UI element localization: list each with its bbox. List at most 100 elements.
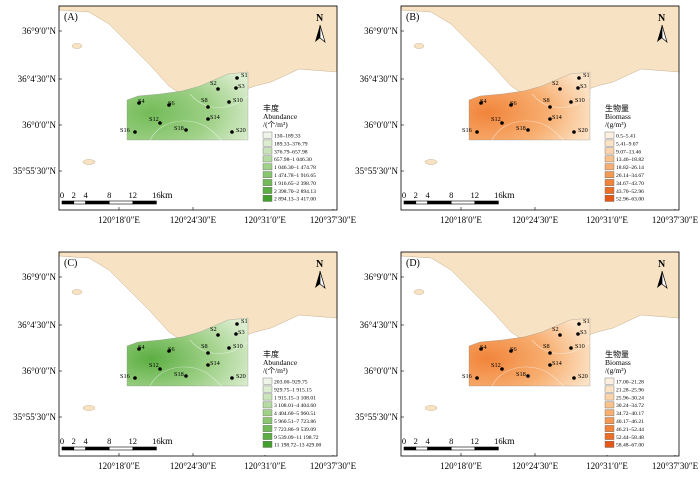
legend-swatch bbox=[604, 433, 615, 440]
scale-segment bbox=[474, 200, 499, 205]
station-label: S10 bbox=[575, 343, 585, 350]
station-marker bbox=[526, 374, 530, 378]
lat-tick-label: 36°9′0″N bbox=[364, 272, 398, 282]
station-label: S20 bbox=[236, 127, 246, 134]
lon-tick-label: 120°37′30″E bbox=[310, 461, 357, 471]
scale-segment bbox=[415, 446, 428, 451]
scale-number: 8 bbox=[449, 436, 453, 446]
station-marker bbox=[158, 121, 162, 125]
island bbox=[424, 159, 438, 165]
station-label: S18 bbox=[174, 371, 184, 378]
lat-tick-label: 35°55′30″N bbox=[355, 412, 398, 422]
lon-tick-label: 120°31′0″E bbox=[586, 461, 628, 471]
station-marker bbox=[184, 128, 188, 132]
station-marker bbox=[216, 87, 220, 91]
scale-number: 4 bbox=[83, 190, 88, 200]
station-marker bbox=[206, 117, 210, 121]
legend-swatch bbox=[604, 194, 615, 202]
station-label: S1 bbox=[583, 72, 590, 79]
station-marker bbox=[572, 376, 576, 380]
legend-swatch bbox=[604, 385, 615, 393]
legend-class-label: 34.67–43.70 bbox=[616, 181, 644, 187]
station-marker bbox=[509, 103, 513, 107]
lat-tick-label: 36°0′0″N bbox=[22, 120, 56, 130]
station-label: S10 bbox=[233, 343, 243, 350]
lon-tick-label: 120°31′0″E bbox=[244, 215, 286, 225]
panel-label: (A) bbox=[64, 12, 78, 23]
scale-segment bbox=[85, 446, 110, 451]
legend-swatch bbox=[262, 155, 273, 163]
legend-class-label: 13.46–18.82 bbox=[616, 157, 644, 163]
legend-swatch bbox=[604, 440, 615, 448]
legend-swatch bbox=[604, 187, 615, 194]
station-marker bbox=[548, 105, 552, 109]
legend-swatch bbox=[262, 179, 273, 186]
station-marker bbox=[569, 100, 573, 104]
scale-number: 2 bbox=[72, 436, 76, 446]
lon-tick-label: 120°18′0″E bbox=[98, 215, 140, 225]
lon-tick-label: 120°18′0″E bbox=[440, 461, 482, 471]
scale-bar: 0 2 4 8 12 16 km bbox=[402, 190, 515, 205]
north-arrow: N bbox=[657, 259, 668, 289]
legend-class-label: 130–189.33 bbox=[274, 134, 301, 140]
lon-tick-label: 120°24′30″E bbox=[512, 461, 559, 471]
station-marker bbox=[216, 333, 220, 337]
scale-number: 4 bbox=[425, 436, 430, 446]
station-marker bbox=[548, 363, 552, 367]
map-panel-a: S1 S2 S3 S4 S6 S8 S10 S12 S14 S16 S18 S20 (A) N 36°9′0… bbox=[13, 5, 357, 225]
north-arrow-right bbox=[319, 270, 326, 289]
station-label: S2 bbox=[552, 80, 559, 87]
map-panel-d: S1 S2 S3 S4 S6 S8 S10 S12 S14 S16 S18 S20 (D) N 36°9′0… bbox=[355, 251, 699, 471]
station-marker bbox=[167, 103, 171, 107]
station-marker bbox=[548, 117, 552, 121]
legend-class-label: 1 915.15–3 108.01 bbox=[274, 395, 316, 401]
legend-class-label: 25.96–30.24 bbox=[616, 395, 644, 401]
legend-class-label: 58.48–67.00 bbox=[616, 443, 644, 449]
legend-title-line: /(g/m³) bbox=[605, 120, 626, 129]
legend-swatch bbox=[262, 377, 273, 385]
legend-bg bbox=[261, 348, 335, 455]
scale-number: 4 bbox=[83, 436, 88, 446]
station-label: S6 bbox=[510, 100, 517, 107]
north-arrow-right bbox=[661, 270, 668, 289]
station-marker bbox=[206, 105, 210, 109]
station-label: S14 bbox=[552, 360, 563, 367]
island bbox=[82, 159, 96, 165]
station-label: S16 bbox=[462, 373, 472, 380]
legend-class-label: 929.75–1 915.15 bbox=[274, 387, 312, 393]
island bbox=[424, 405, 438, 411]
legend-class-label: 52.44–58.48 bbox=[616, 435, 644, 441]
legend-swatch bbox=[604, 139, 615, 147]
legend-class-label: 40.17–46.21 bbox=[616, 419, 644, 425]
scale-number: 2 bbox=[72, 190, 76, 200]
lat-tick-label: 36°9′0″N bbox=[364, 26, 398, 36]
north-arrow: N bbox=[315, 259, 326, 289]
legend-class-label: 11 198.72–13 429.00 bbox=[274, 443, 322, 449]
legend-swatch bbox=[604, 417, 615, 425]
legend-swatch bbox=[262, 425, 273, 432]
scale-unit: km bbox=[160, 191, 173, 201]
panel-label: (C) bbox=[64, 258, 77, 269]
lat-tick-label: 35°55′30″N bbox=[13, 412, 56, 422]
legend-title-line: Biomass bbox=[605, 112, 631, 121]
legend-title-line: /(个/m³) bbox=[263, 366, 288, 375]
lat-tick-label: 36°4′30″N bbox=[360, 74, 399, 84]
lat-tick-label: 36°4′30″N bbox=[18, 74, 57, 84]
legend-class-label: 43.70–52.96 bbox=[616, 189, 644, 195]
station-marker bbox=[235, 76, 239, 80]
legend-class-label: 189.33–376.79 bbox=[274, 141, 308, 147]
island bbox=[71, 43, 83, 49]
station-marker bbox=[227, 346, 231, 350]
station-label: S12 bbox=[491, 362, 501, 369]
legend-class-label: 4 404.60–5 960.51 bbox=[274, 411, 316, 417]
station-marker bbox=[234, 86, 238, 90]
north-arrow-right bbox=[319, 24, 326, 43]
contour-line bbox=[531, 93, 591, 108]
scale-number: 12 bbox=[129, 190, 138, 200]
scale-unit: km bbox=[502, 437, 515, 447]
station-marker bbox=[184, 374, 188, 378]
scale-number: 8 bbox=[107, 190, 111, 200]
legend-class-label: 1 046.30–1 474.78 bbox=[274, 165, 316, 171]
scale-number: 16 bbox=[494, 436, 503, 446]
panel-label: (B) bbox=[406, 12, 419, 23]
